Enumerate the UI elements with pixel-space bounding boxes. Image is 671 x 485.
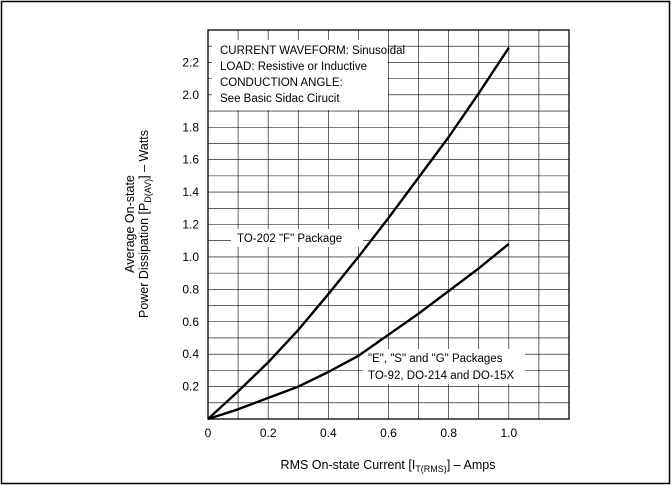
y-tick-label: 0.4 <box>182 347 199 361</box>
annotation-background <box>231 229 363 247</box>
tick-labels: 0 0.2 0.4 0.6 0.8 1.0 0.2 0.4 0.6 0.8 1.0 1.2 1.4 1.6… <box>182 55 517 440</box>
y-tick-label: 1.2 <box>182 218 199 232</box>
x-tick-label: 0 <box>205 426 212 440</box>
y-tick-label: 1.0 <box>182 250 199 264</box>
annotation-background <box>363 349 525 384</box>
note-line-2: LOAD: Resistive or Inductive <box>220 61 367 73</box>
plot-area-border <box>207 29 570 420</box>
y-tick-label: 1.4 <box>182 185 199 199</box>
x-tick-label: 0.8 <box>440 426 457 440</box>
curves <box>207 47 510 421</box>
y-tick-label: 2.2 <box>182 55 199 69</box>
note-line-4: See Basic Sidac Cirucit <box>220 93 340 105</box>
series-label-esg-line2: TO-92, DO-214 and DO-15X <box>368 370 514 382</box>
notes-box: CURRENT WAVEFORM: Sinusoidal LOAD: Resis… <box>220 45 405 105</box>
x-tick-label: 0.6 <box>380 426 397 440</box>
x-tick-label: 0.2 <box>260 426 277 440</box>
series-label-to202: TO-202 "F" Package <box>237 233 342 245</box>
series-label-esg-line1: "E", "S" and "G" Packages <box>368 353 503 365</box>
y-tick-label: 1.8 <box>182 120 199 134</box>
y-axis-label-line1: Average On-state <box>123 175 137 273</box>
y-tick-label: 1.6 <box>182 153 199 167</box>
annotation-backgrounds <box>212 40 525 384</box>
y-tick-label: 2.0 <box>182 88 199 102</box>
curve-to202-package <box>207 47 510 420</box>
annotation-background <box>212 40 388 110</box>
x-axis-label: RMS On-state Current [IT(RMS)] – Amps <box>281 458 496 474</box>
x-tick-label: 1.0 <box>500 426 517 440</box>
note-line-3: CONDUCTION ANGLE: <box>220 77 343 89</box>
y-axis-label-line2: Power Dissipation [PD(AV)] – Watts <box>137 130 153 318</box>
y-tick-label: 0.2 <box>182 380 199 394</box>
curve-esg-packages <box>207 242 510 421</box>
y-tick-label: 0.6 <box>182 315 199 329</box>
x-tick-label: 0.4 <box>320 426 337 440</box>
note-line-1: CURRENT WAVEFORM: Sinusoidal <box>220 45 405 57</box>
y-tick-label: 0.8 <box>182 282 199 296</box>
